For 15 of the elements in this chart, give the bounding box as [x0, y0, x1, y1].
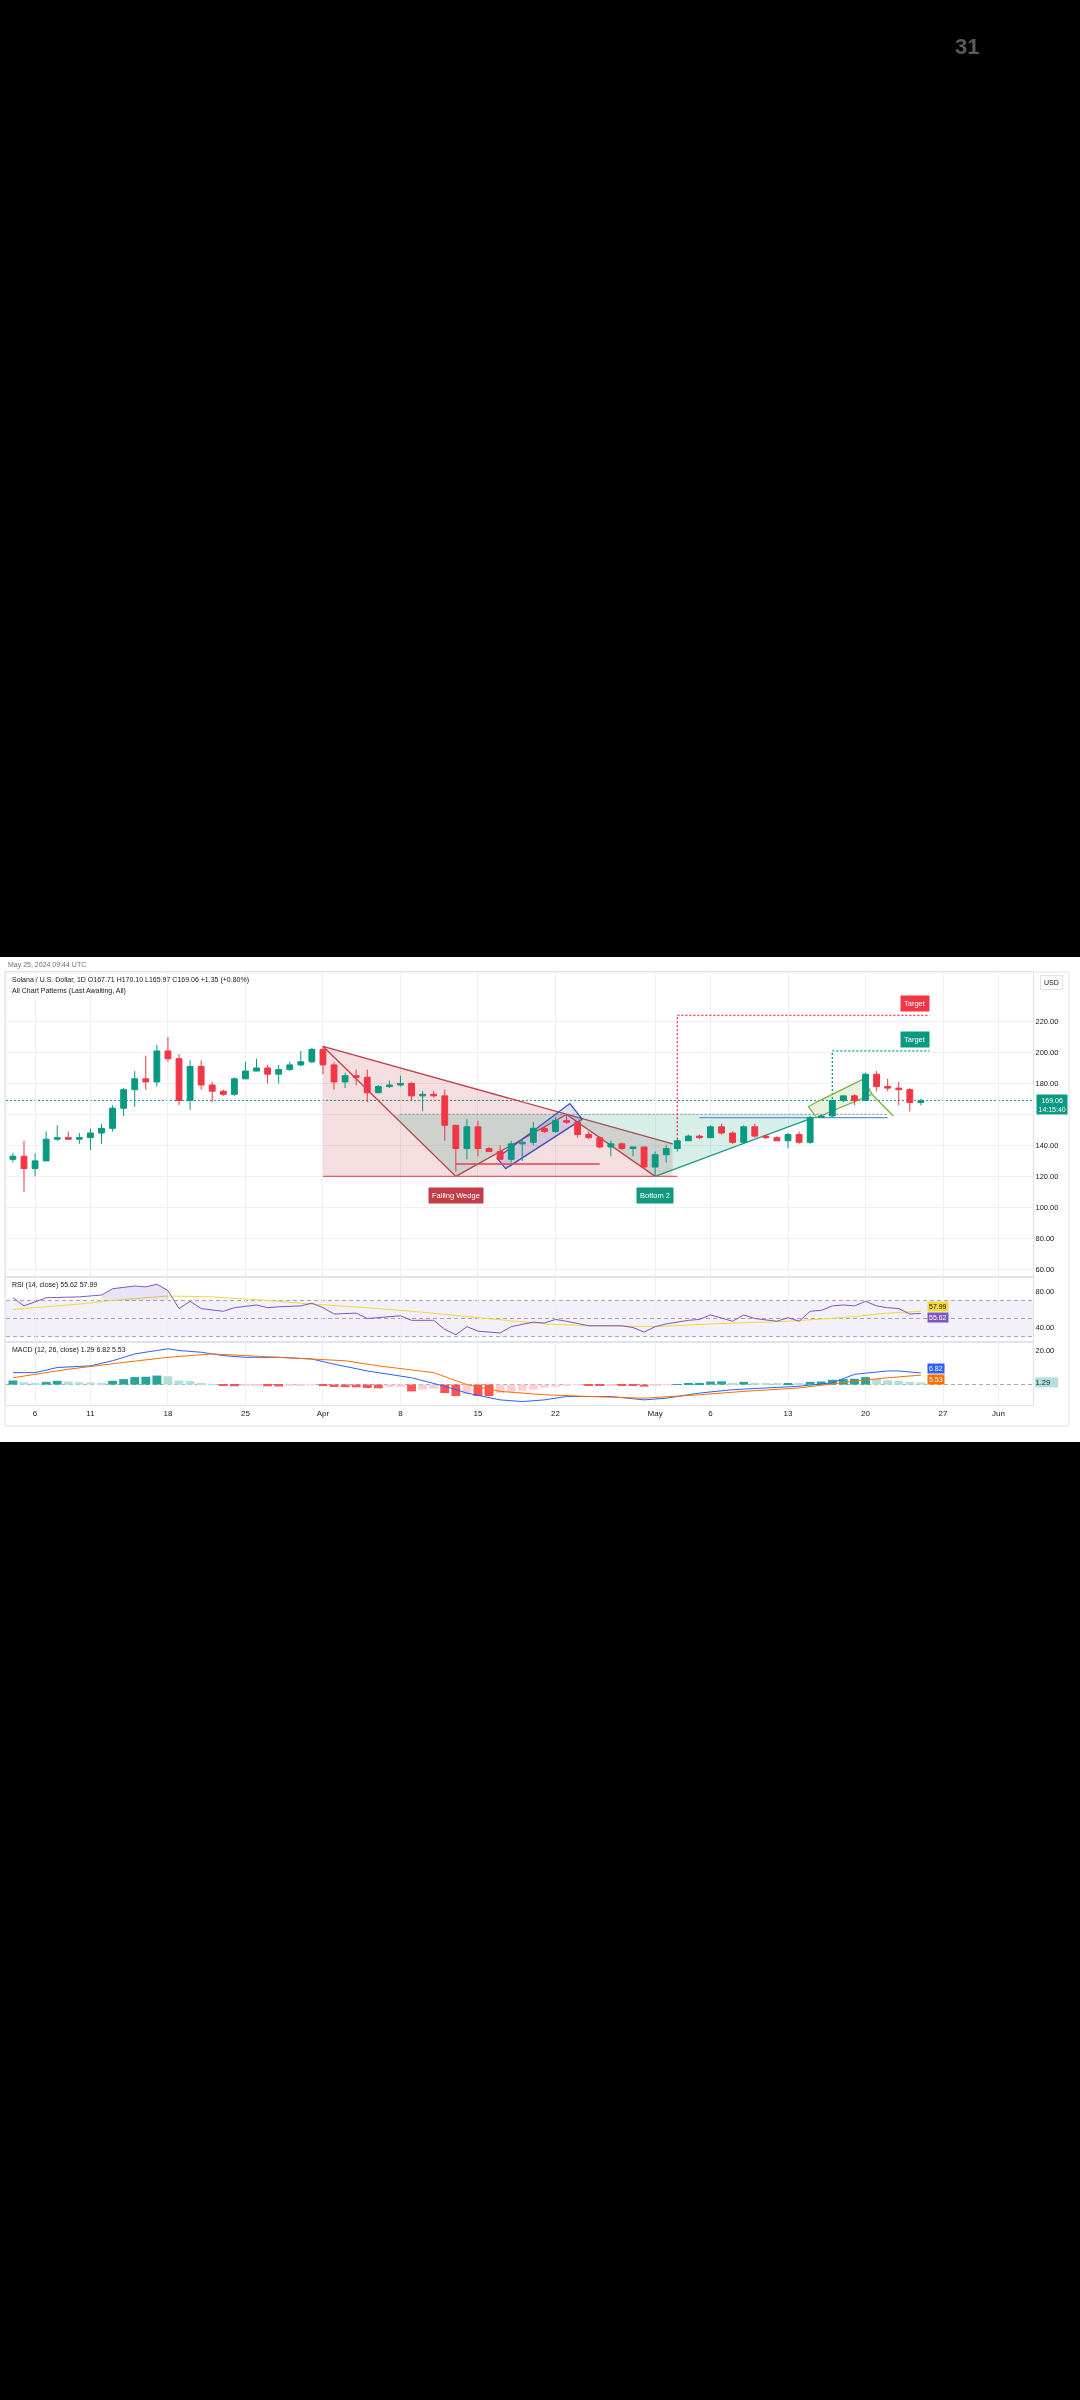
- x-tick-label: 27: [938, 1408, 949, 1418]
- x-tick-label: Jun: [991, 1408, 1005, 1418]
- x-tick-label: 6: [708, 1408, 714, 1418]
- x-tick-label: 13: [783, 1408, 794, 1418]
- x-tick-label: 25: [241, 1408, 251, 1418]
- x-tick-label: 6: [32, 1408, 38, 1418]
- x-tick-label: 18: [163, 1408, 173, 1418]
- x-tick-label: 11: [86, 1408, 96, 1418]
- x-tick-label: 22: [551, 1408, 561, 1418]
- x-tick-label: May: [647, 1408, 663, 1418]
- x-tick-label: Apr: [316, 1408, 330, 1418]
- x-tick-label: 15: [473, 1408, 483, 1418]
- x-tick-label: 8: [398, 1408, 404, 1418]
- x-tick-label: 20: [861, 1408, 871, 1418]
- text: 31: [955, 34, 980, 59]
